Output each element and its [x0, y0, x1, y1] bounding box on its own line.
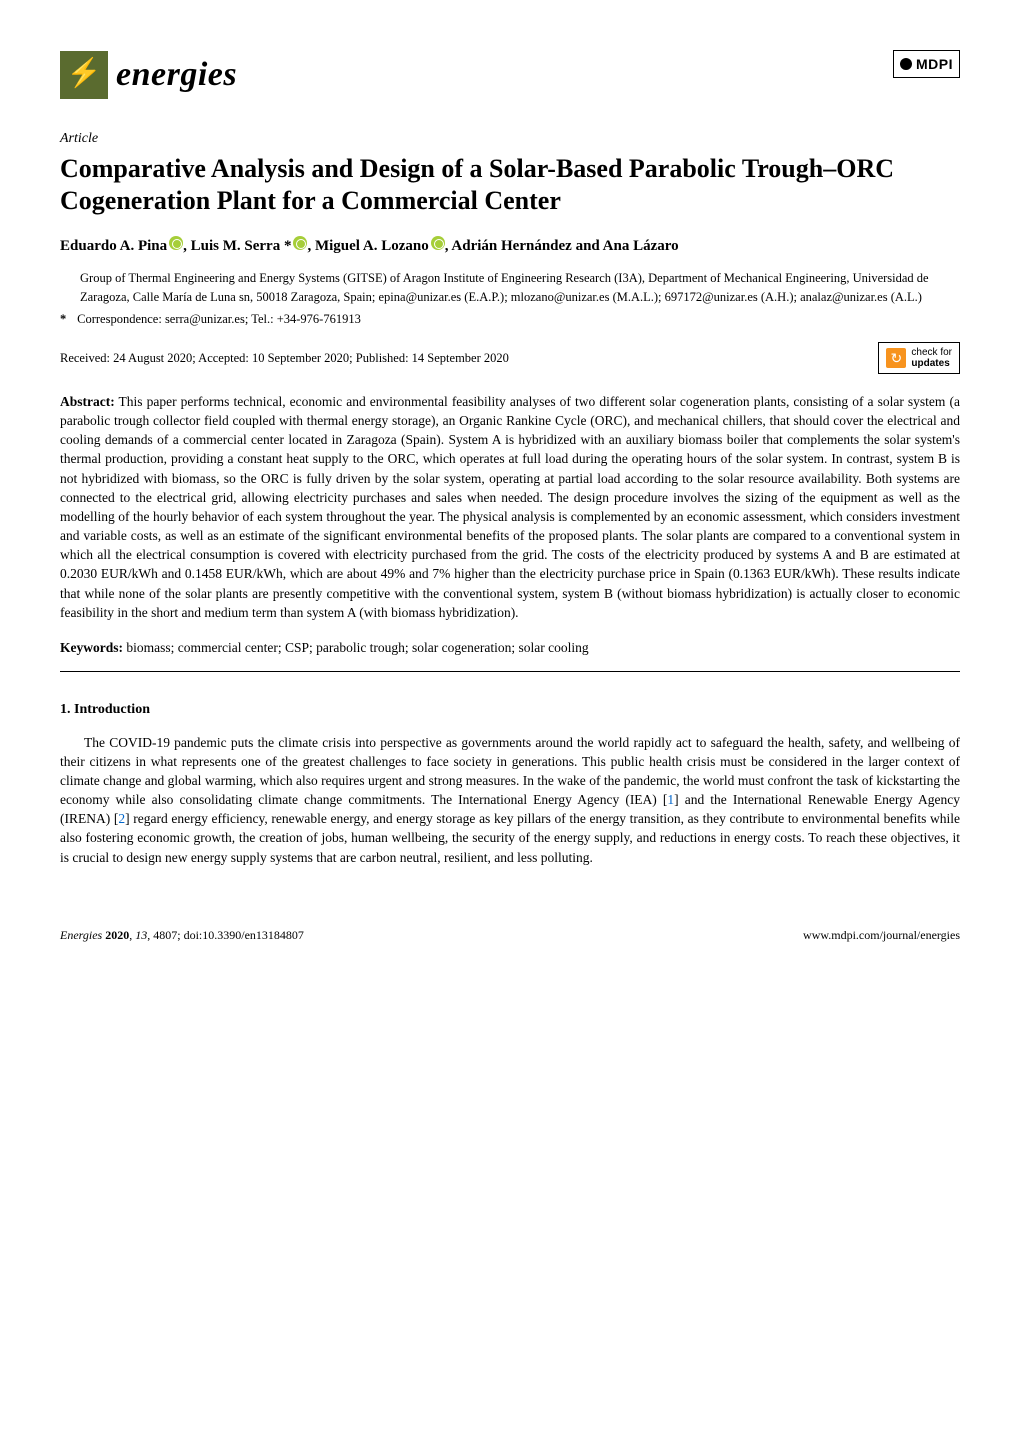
author-2: Luis M. Serra *	[191, 238, 292, 254]
author-sep: ,	[307, 238, 315, 254]
authors-line: Eduardo A. Pina, Luis M. Serra *, Miguel…	[60, 236, 960, 258]
updates-text: check for updates	[911, 347, 952, 369]
publisher-label: MDPI	[916, 54, 953, 74]
journal-bolt-icon: ⚡	[60, 51, 108, 99]
intro-paragraph: The COVID-19 pandemic puts the climate c…	[60, 733, 960, 867]
correspondence-text: Correspondence: serra@unizar.es; Tel.: +…	[77, 312, 361, 326]
updates-arrow-icon: ↻	[886, 348, 906, 368]
keywords-label: Keywords:	[60, 640, 123, 655]
article-type: Article	[60, 129, 960, 149]
dates-row: Received: 24 August 2020; Accepted: 10 S…	[60, 342, 960, 374]
footer-doi: doi:10.3390/en13184807	[184, 928, 304, 942]
author-4-5: Adrián Hernández and Ana Lázaro	[451, 238, 678, 254]
abstract-text: This paper performs technical, economic …	[60, 394, 960, 620]
journal-name: energies	[116, 50, 237, 99]
header-row: ⚡ energies MDPI	[60, 50, 960, 99]
author-1: Eduardo A. Pina	[60, 238, 167, 254]
abstract-block: Abstract: This paper performs technical,…	[60, 392, 960, 622]
footer-year: 2020	[105, 928, 129, 942]
author-3: Miguel A. Lozano	[315, 238, 429, 254]
footer-journal: Energies	[60, 928, 102, 942]
article-title: Comparative Analysis and Design of a Sol…	[60, 153, 960, 218]
publisher-logo: MDPI	[893, 50, 960, 78]
footer-article-num: 4807	[153, 928, 177, 942]
footer-left: Energies 2020, 13, 4807; doi:10.3390/en1…	[60, 927, 304, 944]
orcid-icon	[431, 236, 445, 250]
updates-line2: updates	[911, 358, 952, 369]
correspondence: * Correspondence: serra@unizar.es; Tel.:…	[60, 310, 960, 328]
orcid-icon	[169, 236, 183, 250]
publication-dates: Received: 24 August 2020; Accepted: 10 S…	[60, 349, 509, 367]
correspondence-star-icon: *	[60, 310, 74, 328]
check-updates-badge[interactable]: ↻ check for updates	[878, 342, 960, 374]
keywords-block: Keywords: biomass; commercial center; CS…	[60, 638, 960, 658]
section-1-heading: 1. Introduction	[60, 700, 960, 720]
journal-logo: ⚡ energies	[60, 50, 237, 99]
orcid-icon	[293, 236, 307, 250]
keywords-text: biomass; commercial center; CSP; parabol…	[123, 640, 589, 655]
page-footer: Energies 2020, 13, 4807; doi:10.3390/en1…	[60, 927, 960, 944]
footer-right[interactable]: www.mdpi.com/journal/energies	[803, 927, 960, 944]
abstract-label: Abstract:	[60, 394, 115, 409]
footer-volume: 13	[135, 928, 147, 942]
affiliation: Group of Thermal Engineering and Energy …	[80, 269, 960, 307]
intro-text-post: ] regard energy efficiency, renewable en…	[60, 811, 960, 864]
divider	[60, 671, 960, 672]
author-sep: ,	[183, 238, 191, 254]
updates-line1: check for	[911, 347, 952, 358]
